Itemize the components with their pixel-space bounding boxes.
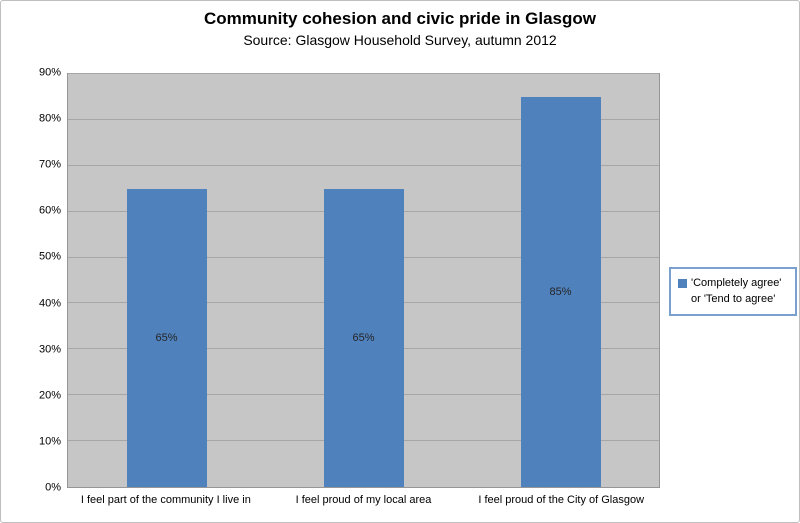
gridline (68, 73, 659, 74)
y-tick-label: 60% (38, 204, 61, 217)
bar-1: 65% (126, 188, 207, 487)
x-category-label: I feel part of the community I live in (80, 494, 251, 506)
x-category-label: I feel proud of my local area (295, 494, 432, 506)
y-tick-label: 70% (38, 158, 61, 171)
bar-3: 85% (520, 96, 601, 487)
y-axis-tick-labels: 0% 10% 20% 30% 40% 50% 60% 70% 80% 90% (1, 67, 61, 493)
bar-data-label: 65% (352, 331, 375, 344)
y-tick-label: 80% (38, 112, 61, 125)
bar-cell: 85% (462, 74, 659, 487)
chart-subtitle: Source: Glasgow Household Survey, autumn… (243, 32, 557, 48)
bar-2: 65% (323, 188, 404, 487)
legend: 'Completely agree' or 'Tend to agree' (669, 267, 797, 316)
legend-marker-icon (678, 279, 687, 288)
y-tick-label: 50% (38, 250, 61, 263)
bar-cell: 65% (265, 74, 462, 487)
plot-area: 65% 65% 85% (67, 73, 660, 488)
y-tick-label: 30% (38, 343, 61, 356)
bar-cell: 65% (68, 74, 265, 487)
y-tick-label: 90% (38, 66, 61, 79)
bar-data-label: 85% (549, 285, 572, 298)
bar-series: 65% 65% 85% (68, 74, 659, 487)
y-tick-label: 40% (38, 297, 61, 310)
chart-title: Community cohesion and civic pride in Gl… (203, 9, 596, 28)
y-tick-label: 20% (38, 389, 61, 402)
gridline (68, 164, 659, 166)
y-tick-label: 10% (38, 435, 61, 448)
legend-entry-label: 'Completely agree' or 'Tend to agree' (691, 277, 782, 305)
y-tick-label: 0% (45, 481, 61, 494)
gridline (68, 118, 659, 120)
bar-data-label: 65% (155, 331, 178, 344)
x-axis-category-labels: I feel part of the community I live in I … (67, 494, 660, 507)
x-category-label: I feel proud of the City of Glasgow (478, 494, 645, 506)
